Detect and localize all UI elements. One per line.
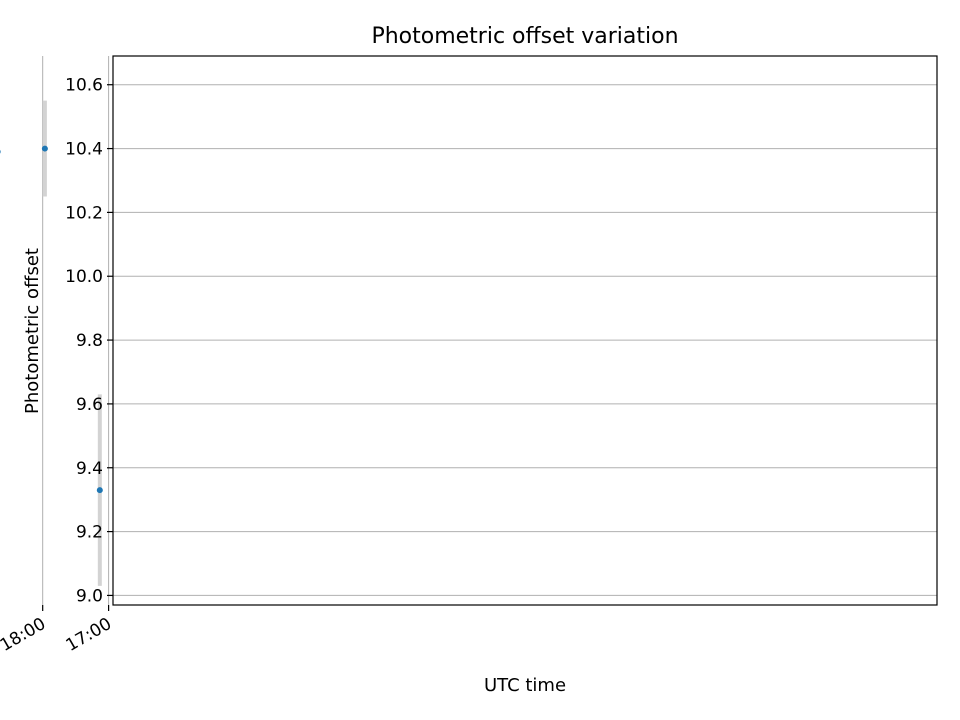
y-tick-label: 9.8	[76, 331, 103, 351]
y-tick-label: 9.2	[76, 523, 103, 543]
data-points	[0, 145, 103, 494]
y-axis-ticks: 9.0 9.2 9.4 9.6 9.8 10.0 10.2 10.4 10.6	[65, 76, 113, 606]
x-axis-label: UTC time	[484, 675, 566, 696]
data-point	[41, 145, 48, 152]
chart-title: Photometric offset variation	[371, 24, 678, 49]
data-point	[0, 149, 1, 154]
y-tick-label: 10.4	[65, 140, 103, 160]
y-tick-label: 10.6	[65, 76, 103, 96]
data-point	[96, 487, 103, 494]
y-tick-label: 9.4	[76, 459, 103, 479]
y-tick-label: 9.0	[76, 586, 103, 606]
plot-frame	[112, 55, 938, 606]
grid	[42, 56, 937, 605]
y-tick-label: 10.0	[65, 267, 103, 287]
y-axis-label: Photometric offset	[22, 248, 43, 414]
y-tick-label: 10.2	[65, 203, 103, 223]
y-tick-label: 9.6	[76, 395, 103, 415]
